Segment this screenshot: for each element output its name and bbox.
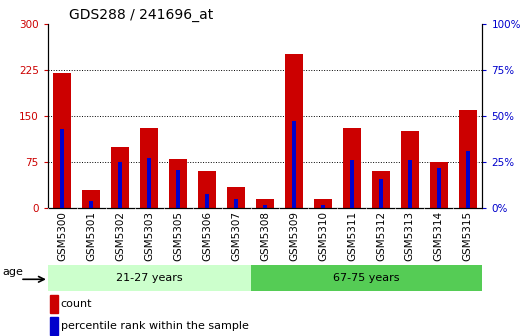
Bar [466,151,470,208]
Bar [147,158,151,208]
Bar [170,159,187,208]
Bar [408,160,412,208]
Bar [89,201,93,208]
Text: 21-27 years: 21-27 years [116,273,182,283]
Text: GSM5307: GSM5307 [231,211,241,261]
Text: GSM5313: GSM5313 [405,211,415,261]
Bar [350,160,354,208]
Bar [314,199,332,208]
Bar [48,265,251,291]
Bar [50,317,58,335]
Text: GSM5301: GSM5301 [86,211,96,261]
Text: age: age [3,267,23,278]
Bar [459,110,476,208]
Text: 67-75 years: 67-75 years [333,273,400,283]
Bar [437,168,441,208]
Text: GSM5310: GSM5310 [318,211,328,261]
Bar [176,169,180,208]
Text: GSM5306: GSM5306 [202,211,212,261]
Bar [234,199,238,208]
Bar [430,162,447,208]
Bar [343,128,360,208]
Text: GSM5305: GSM5305 [173,211,183,261]
Text: GSM5314: GSM5314 [434,211,444,261]
Bar [379,179,383,208]
Text: GDS288 / 241696_at: GDS288 / 241696_at [69,8,214,23]
Text: GSM5303: GSM5303 [144,211,154,261]
Bar [205,194,209,208]
Text: GSM5302: GSM5302 [115,211,125,261]
Bar [292,122,296,208]
Bar [257,199,273,208]
Text: count: count [61,299,92,308]
Bar [227,187,245,208]
Bar [263,205,267,208]
Text: GSM5309: GSM5309 [289,211,299,261]
Text: GSM5308: GSM5308 [260,211,270,261]
Text: GSM5315: GSM5315 [463,211,473,261]
Bar [54,73,71,208]
Bar [111,147,129,208]
Bar [140,128,158,208]
Bar [285,54,303,208]
Bar [50,295,58,312]
Bar [372,171,390,208]
Bar [198,171,216,208]
Bar [60,129,64,208]
Text: GSM5312: GSM5312 [376,211,386,261]
Bar [83,190,100,208]
Text: GSM5300: GSM5300 [57,211,67,261]
Bar [251,265,482,291]
Bar [118,162,122,208]
Text: percentile rank within the sample: percentile rank within the sample [61,321,249,331]
Bar [401,131,419,208]
Text: GSM5311: GSM5311 [347,211,357,261]
Bar [321,205,325,208]
